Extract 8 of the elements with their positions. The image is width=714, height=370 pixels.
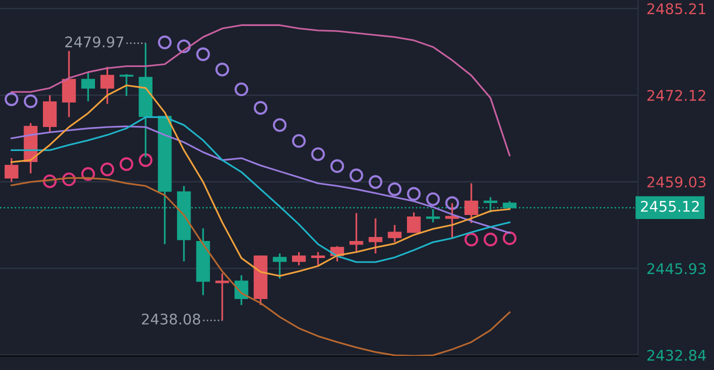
annotation: 2438.08	[142, 314, 200, 325]
y-tick-label: 2472.12	[647, 90, 706, 101]
y-tick-label: 2459.03	[647, 176, 706, 188]
y-tick-label: 2432.84	[647, 350, 706, 361]
y-tick-label: 2485.21	[647, 3, 706, 14]
annotation: 2479.97	[65, 36, 124, 48]
y-tick-label: 2445.93	[647, 263, 706, 274]
ref-line-label: 2455.12	[640, 200, 699, 212]
